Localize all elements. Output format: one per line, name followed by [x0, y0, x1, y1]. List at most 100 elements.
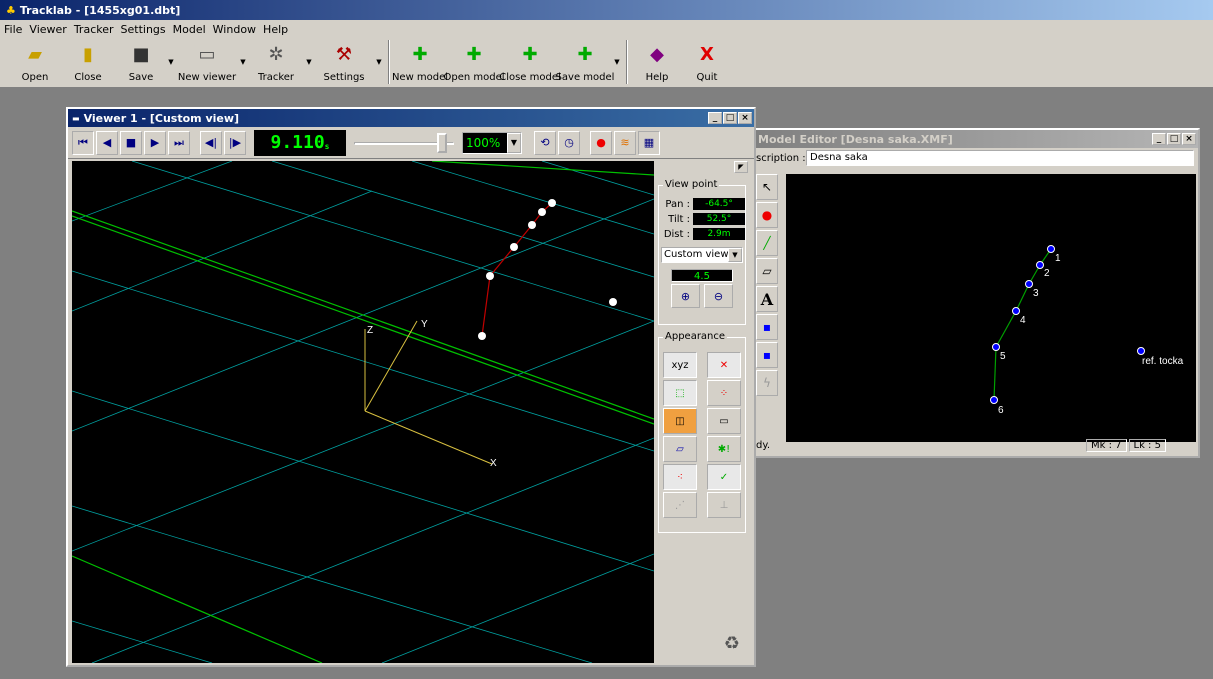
help-button[interactable]: ◆ Help	[645, 43, 669, 84]
marker-3[interactable]	[1025, 280, 1033, 288]
new-model-button[interactable]: ✚ New model	[391, 43, 449, 84]
text-tool-icon[interactable]: A	[756, 286, 778, 312]
zoom-out-icon[interactable]: ⊖	[704, 284, 733, 308]
add-marker-icon[interactable]: ●	[756, 202, 778, 228]
marker-1[interactable]	[1047, 245, 1055, 253]
menu-help[interactable]: Help	[263, 22, 289, 36]
lightning-icon[interactable]: ϟ	[756, 370, 778, 396]
minimize-button[interactable]: _	[708, 112, 722, 124]
toolbar-separator	[388, 40, 390, 84]
new-viewer-dropdown-arrow[interactable]: ▼	[240, 58, 246, 66]
tilt-value: 52.5°	[693, 213, 745, 225]
menu-file[interactable]: File	[4, 22, 23, 36]
play-button[interactable]: ▶	[144, 130, 166, 155]
marker-5[interactable]	[992, 343, 1000, 351]
links-toggle-icon[interactable]: ✓	[707, 464, 741, 490]
graph-button[interactable]: ≋	[614, 130, 636, 155]
slider-thumb[interactable]	[436, 132, 447, 153]
save-dropdown-arrow[interactable]: ▼	[168, 58, 174, 66]
marker-6[interactable]	[990, 396, 998, 404]
viewer-toolbar: ⏮ ◀ ■ ▶ ⏭ ◀| |▶ 9.110 s 100% ▼ ⟲ ◷ ● ≋ ▦	[68, 127, 754, 159]
main-toolbar: ▰ Open ▮ Close ■ Save ▼ ▭ New viewer ▼ ✲…	[0, 38, 1213, 88]
menu-window[interactable]: Window	[212, 22, 257, 36]
viewer-marker[interactable]	[548, 199, 556, 207]
close-window-button[interactable]: ×	[1182, 133, 1196, 145]
tracker-button[interactable]: ✲ Tracker	[257, 43, 295, 84]
frame-back-button[interactable]: ◀|	[200, 130, 222, 155]
marker-2[interactable]	[1036, 261, 1044, 269]
model-editor-titlebar[interactable]: Model Editor [Desna saka.XMF] _ □ ×	[754, 130, 1198, 148]
select-pointer-icon[interactable]: ↖	[756, 174, 778, 200]
box-icon[interactable]: ⬚	[663, 380, 697, 406]
settings-button[interactable]: ⚒ Settings	[323, 43, 365, 84]
save-model-button[interactable]: ✚ Save model	[555, 43, 615, 84]
trajectory-icon[interactable]: ⋰	[663, 492, 697, 518]
delete-labels-icon[interactable]: ✕	[707, 352, 741, 378]
minimize-button[interactable]: _	[1152, 133, 1166, 145]
chevron-down-icon[interactable]: ▼	[728, 248, 742, 262]
viewer-marker[interactable]	[510, 243, 518, 251]
zoom-in-icon[interactable]: ⊕	[671, 284, 700, 308]
save-button[interactable]: ■ Save	[128, 43, 154, 84]
maximize-button[interactable]: □	[723, 112, 737, 124]
camera-labels-icon[interactable]: ▭	[707, 408, 741, 434]
viewer-marker[interactable]	[538, 208, 546, 216]
timer-button[interactable]: ◷	[558, 130, 580, 155]
marker-labels-icon[interactable]: ⁘	[707, 380, 741, 406]
help-book-icon: ◆	[650, 43, 664, 65]
step-back-button[interactable]: ◀	[96, 130, 118, 155]
open-model-button[interactable]: ✚ Open model	[443, 43, 505, 84]
recycle-bin-icon[interactable]: ♻	[723, 633, 741, 654]
close-button[interactable]: ▮ Close	[74, 43, 102, 84]
axes-toggle-icon[interactable]: xyz	[663, 352, 697, 378]
video-overlay-icon[interactable]: ◫	[663, 408, 697, 434]
viewer-marker[interactable]	[486, 272, 494, 280]
viewer-marker[interactable]	[528, 221, 536, 229]
marker-ref[interactable]	[1137, 347, 1145, 355]
viewport-3d[interactable]: Z Y X	[72, 161, 654, 663]
link-label-icon[interactable]: ▪	[756, 342, 778, 368]
pan-value: -64.5°	[693, 198, 745, 210]
label-alert-icon[interactable]: ✱!	[707, 436, 741, 462]
view-select[interactable]: Custom view ▼	[661, 247, 743, 263]
viewer-marker[interactable]	[609, 298, 617, 306]
record-button[interactable]: ●	[590, 130, 612, 155]
floor-grid-icon[interactable]: ▱	[663, 436, 697, 462]
eraser-icon[interactable]: ▱	[756, 258, 778, 284]
panel-toggle-button[interactable]: ▦	[638, 130, 660, 155]
menu-tracker[interactable]: Tracker	[73, 22, 114, 36]
y-axis-label: Y	[421, 319, 428, 330]
menu-viewer[interactable]: Viewer	[29, 22, 67, 36]
go-to-end-button[interactable]: ⏭	[168, 130, 190, 155]
menu-settings[interactable]: Settings	[120, 22, 166, 36]
loop-button[interactable]: ⟲	[534, 130, 556, 155]
close-model-button[interactable]: ✚ Close model	[499, 43, 561, 84]
force-plate-icon[interactable]: ⊥	[707, 492, 741, 518]
zoom-select[interactable]: 100% ▼	[462, 131, 522, 154]
go-to-start-button[interactable]: ⏮	[72, 130, 94, 155]
time-slider[interactable]	[354, 131, 454, 155]
save-model-dropdown-arrow[interactable]: ▼	[614, 58, 620, 66]
markers-toggle-icon[interactable]: ⁖	[663, 464, 697, 490]
open-button[interactable]: ▰ Open	[21, 43, 49, 84]
add-link-icon[interactable]: ╱	[756, 230, 778, 256]
pan-row: Pan : -64.5°	[659, 197, 745, 211]
close-window-button[interactable]: ×	[738, 112, 752, 124]
marker-4[interactable]	[1012, 307, 1020, 315]
viewer-titlebar[interactable]: ▬ Viewer 1 - [Custom view] _ □ ×	[68, 109, 754, 127]
tracker-dropdown-arrow[interactable]: ▼	[306, 58, 312, 66]
marker-label-icon[interactable]: ▪	[756, 314, 778, 340]
description-input[interactable]: Desna saka	[806, 150, 1194, 166]
stop-button[interactable]: ■	[120, 130, 142, 155]
quit-button[interactable]: X Quit	[696, 43, 718, 84]
app-title: Tracklab - [1455xg01.dbt]	[19, 3, 181, 17]
panel-collapse-button[interactable]: ◤	[734, 161, 748, 173]
frame-forward-button[interactable]: |▶	[224, 130, 246, 155]
chevron-down-icon[interactable]: ▼	[507, 132, 521, 153]
menu-model[interactable]: Model	[172, 22, 206, 36]
settings-dropdown-arrow[interactable]: ▼	[376, 58, 382, 66]
new-viewer-button[interactable]: ▭ New viewer	[177, 43, 237, 84]
model-canvas[interactable]: 1 2 3 4 5 6 ref. tocka	[786, 174, 1196, 442]
viewer-marker[interactable]	[478, 332, 486, 340]
maximize-button[interactable]: □	[1167, 133, 1181, 145]
